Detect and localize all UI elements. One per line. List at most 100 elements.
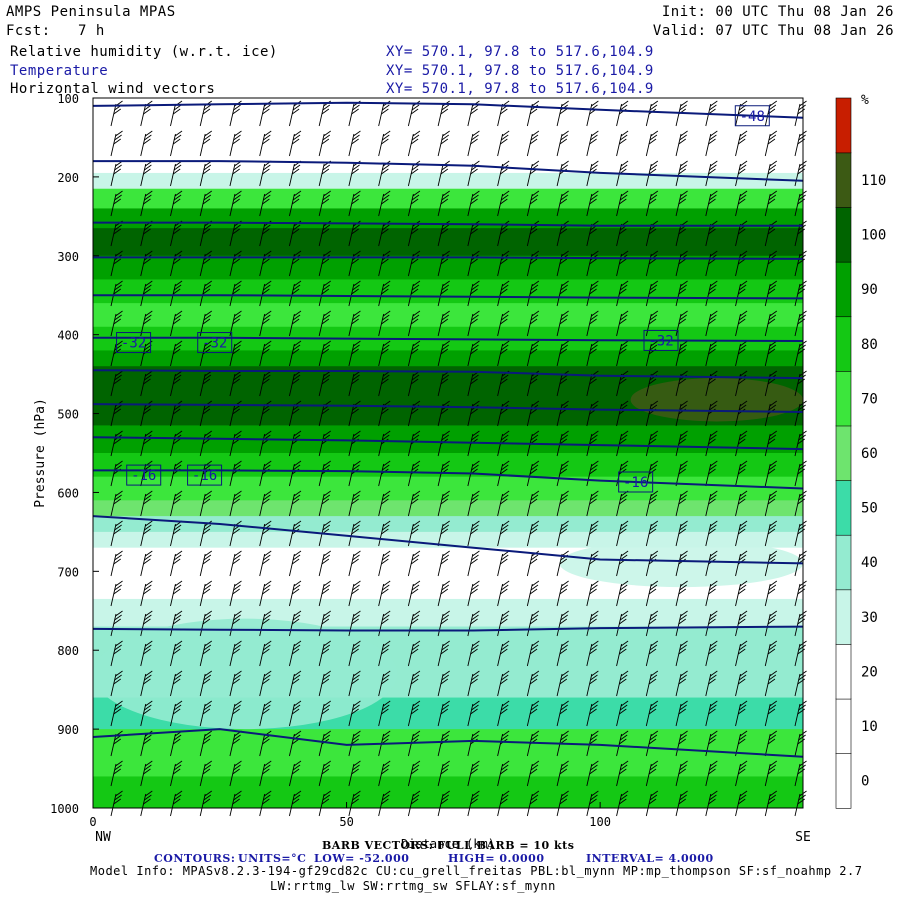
- wind-barb: [705, 343, 712, 367]
- colorbar-segment: [835, 370, 852, 427]
- wind-barb-feather: [798, 584, 806, 591]
- wind-barb: [348, 313, 355, 337]
- wind-barb-feather: [114, 764, 122, 771]
- wind-barb: [735, 673, 741, 697]
- wind-barb-feather: [263, 224, 271, 231]
- wind-barb-feather: [322, 104, 331, 111]
- wind-barb-feather: [591, 670, 599, 677]
- wind-barb-feather: [263, 614, 271, 621]
- wind-barb-feather: [798, 524, 806, 531]
- wind-barb-feather: [263, 554, 271, 561]
- wind-barb: [437, 553, 444, 577]
- wind-barb: [497, 673, 504, 697]
- wind-barb-feather: [382, 134, 390, 141]
- wind-barb-feather: [591, 640, 599, 647]
- wind-barb-feather: [739, 520, 748, 527]
- wind-barb: [407, 133, 414, 157]
- wind-barbs: [110, 100, 807, 817]
- wind-barb-feather: [768, 734, 777, 741]
- rh-band-22: [93, 729, 803, 777]
- wind-barb-feather: [471, 734, 479, 741]
- wind-barb: [378, 403, 385, 427]
- wind-barb: [556, 553, 563, 577]
- wind-barb-feather: [500, 764, 509, 771]
- wind-barb-feather: [591, 310, 599, 317]
- wind-barb-feather: [292, 614, 301, 621]
- wind-barb-feather: [263, 430, 272, 437]
- wind-barb: [556, 223, 563, 247]
- wind-barb-feather: [262, 528, 270, 535]
- wind-barb-feather: [174, 550, 183, 557]
- wind-barb-feather: [263, 314, 271, 321]
- wind-barb-feather: [351, 558, 359, 565]
- wind-barb-feather: [352, 554, 360, 561]
- wind-barb: [526, 733, 533, 757]
- wind-barb: [586, 343, 593, 367]
- wind-barb-feather: [531, 730, 540, 737]
- wind-barb-feather: [113, 378, 121, 385]
- wind-barb: [705, 163, 712, 187]
- wind-barb: [705, 643, 712, 667]
- wind-barb-feather: [145, 280, 153, 287]
- wind-barb: [170, 763, 176, 787]
- wind-barb-feather: [323, 280, 331, 287]
- wind-barb: [764, 463, 771, 487]
- wind-barb: [497, 223, 504, 247]
- wind-barb-feather: [173, 614, 182, 621]
- wind-barb-feather: [619, 464, 628, 471]
- wind-barb: [288, 703, 295, 727]
- wind-barb-feather: [262, 138, 270, 145]
- wind-barb-feather: [321, 708, 330, 715]
- wind-barb-feather: [143, 648, 151, 655]
- wind-barb-feather: [203, 584, 212, 591]
- wind-barb-feather: [472, 640, 480, 647]
- wind-barb-feather: [172, 318, 181, 325]
- wind-barb-feather: [144, 644, 152, 651]
- wind-barb-feather: [739, 310, 748, 317]
- wind-barb-feather: [471, 224, 479, 231]
- wind-barb-feather: [204, 700, 213, 707]
- wind-barb: [170, 703, 176, 727]
- wind-barb: [140, 373, 147, 397]
- init-time: Init: 00 UTC Thu 08 Jan 26: [661, 4, 894, 20]
- wind-barb-feather: [291, 198, 300, 205]
- wind-barb: [288, 373, 295, 397]
- wind-barb-feather: [441, 134, 450, 141]
- wind-barb-feather: [561, 790, 569, 797]
- wind-barb-feather: [590, 614, 598, 621]
- wind-barb: [645, 733, 652, 757]
- colorbar-segment: [835, 698, 852, 754]
- wind-barb-feather: [204, 730, 213, 737]
- contour-label: -32: [648, 333, 673, 349]
- wind-barb: [764, 763, 771, 787]
- wind-barb-feather: [233, 734, 241, 741]
- wind-barb-feather: [114, 674, 122, 681]
- wind-barb: [259, 553, 266, 577]
- wind-barb: [616, 223, 623, 247]
- wind-barb: [616, 553, 623, 577]
- wind-barb: [437, 733, 444, 757]
- wind-barb-feather: [114, 554, 122, 561]
- wind-barb-feather: [352, 494, 360, 501]
- wind-barb-feather: [263, 494, 271, 501]
- wind-barb: [645, 103, 652, 127]
- wind-barb-feather: [144, 584, 152, 591]
- wind-barb: [735, 793, 741, 817]
- wind-barb: [794, 673, 801, 697]
- wind-barb-feather: [382, 340, 391, 347]
- wind-barb-feather: [232, 798, 240, 805]
- wind-barb: [170, 313, 176, 337]
- wind-barb-feather: [737, 648, 746, 655]
- wind-barb-feather: [531, 430, 540, 437]
- wind-barb-feather: [412, 730, 421, 737]
- wind-barb-feather: [679, 284, 687, 291]
- colorbar-label: 80: [861, 337, 878, 353]
- wind-barb-feather: [113, 288, 121, 295]
- colorbar-label: 10: [861, 719, 878, 735]
- model-info: Model Info: MPASv8.2.3-194-gf29cd82c CU:…: [90, 864, 863, 878]
- wind-barb-feather: [322, 314, 331, 321]
- wind-barb-feather: [172, 438, 181, 445]
- wind-barb-feather: [709, 614, 717, 621]
- temperature-contour-8: [92, 436, 804, 451]
- wind-barb-feather: [381, 138, 389, 145]
